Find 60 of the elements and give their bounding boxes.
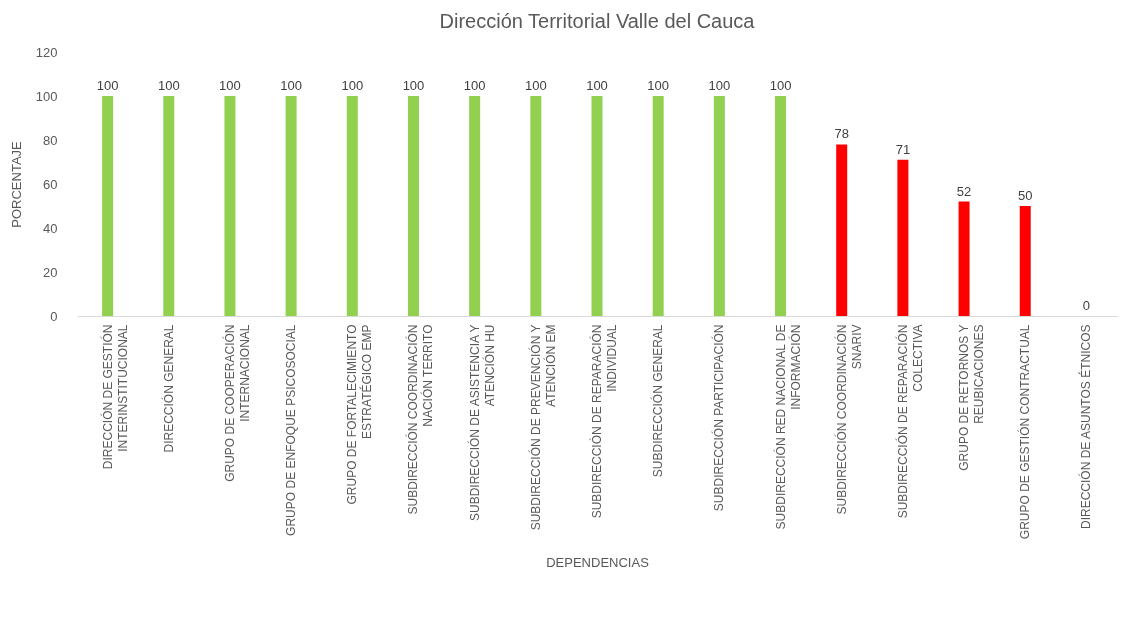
y-tick-label: 60 — [43, 176, 58, 192]
bar — [346, 96, 358, 316]
data-label: 78 — [834, 126, 849, 142]
y-tick-label: 20 — [43, 264, 58, 280]
bar — [224, 96, 236, 316]
bar — [958, 201, 970, 316]
data-label: 50 — [1018, 188, 1033, 203]
bar — [102, 96, 114, 316]
data-label: 100 — [402, 78, 425, 93]
data-label: 100 — [769, 78, 792, 93]
bar — [836, 144, 848, 316]
data-label: 100 — [708, 78, 731, 93]
bar — [652, 96, 664, 316]
x-tick-label: DIRECCIÓN DE ASUNTOS ÉTNICOS — [1078, 324, 1094, 529]
data-label: 100 — [647, 78, 670, 93]
x-tick-label: GRUPO DE GESTIÓN CONTRACTUAL — [1017, 324, 1033, 540]
bar — [775, 96, 787, 316]
x-tick-label: SUBDIRECCIÓN DE ASISTENCIA Y ATENCIÓN HU — [466, 324, 497, 521]
x-tick-label: DIRECCIÓN GENERAL — [160, 324, 176, 453]
x-tick-label: SUBDIRECCIÓN GENERAL — [650, 324, 666, 478]
x-tick-label: GRUPO DE RETORNOS Y REUBICACIONES — [957, 324, 987, 471]
bar — [407, 96, 419, 316]
data-label: 100 — [96, 78, 119, 93]
bar — [469, 96, 481, 316]
data-label: 100 — [586, 78, 608, 93]
y-tick-label: 100 — [35, 88, 58, 104]
bar — [713, 96, 725, 316]
data-label: 100 — [463, 78, 486, 93]
x-tick-label: SUBDIRECCIÓN DE PREVENCIÓN Y ATENCIÓN EM — [527, 324, 558, 531]
data-label: 100 — [341, 78, 364, 93]
y-tick-label: 80 — [43, 132, 58, 148]
bar — [1019, 206, 1031, 316]
y-axis-title: PORCENTAJE — [8, 140, 24, 228]
x-tick-label: SUBDIRECCIÓN PARTICIPACIÓN — [711, 324, 727, 512]
x-tick-label: SUBDIRECCIÓN COORDINACIÓN SNARIV — [833, 324, 864, 515]
chart-title: Dirección Territorial Valle del Cauca — [439, 10, 756, 32]
data-label: 100 — [280, 78, 302, 93]
bar — [591, 96, 603, 316]
x-tick-label: SUBDIRECCIÓN RED NACIONAL DE INFORMACIÓN — [772, 324, 803, 530]
bar — [530, 96, 542, 316]
data-label: 52 — [956, 183, 972, 199]
x-tick-label: SUBDIRECCIÓN DE REPARACIÓN COLECTIVA — [894, 324, 925, 519]
bar — [897, 159, 909, 316]
bar — [163, 96, 175, 316]
x-tick-label: GRUPO DE ENFOQUE PSICOSOCIAL — [284, 324, 299, 536]
y-tick-label: 120 — [35, 44, 58, 60]
x-tick-label: SUBDIRECCIÓN DE REPARACIÓN INDIVIDUAL — [589, 324, 619, 519]
x-tick-label: SUBDIRECCIÓN COORDINACIÓN NACIÓN TERRITO — [405, 324, 436, 515]
x-tick-label: GRUPO DE FORTALECIMIENTO ESTRATÉGICO EMP — [345, 324, 375, 505]
y-tick-label: 40 — [43, 220, 58, 236]
data-label: 71 — [895, 141, 911, 157]
data-label: 0 — [1082, 298, 1091, 313]
y-tick-label: 0 — [50, 308, 58, 324]
bar — [285, 96, 297, 316]
data-label: 100 — [219, 78, 241, 93]
x-axis-title: DEPENDENCIAS — [546, 554, 650, 570]
data-label: 100 — [157, 78, 180, 93]
data-label: 100 — [524, 78, 547, 93]
x-tick-label: DIRECCIÓN DE GESTIÓN INTERINSTITUCIONAL — [99, 324, 130, 470]
x-tick-label: GRUPO DE COOPERACIÓN INTERNACIONAL — [221, 324, 252, 482]
